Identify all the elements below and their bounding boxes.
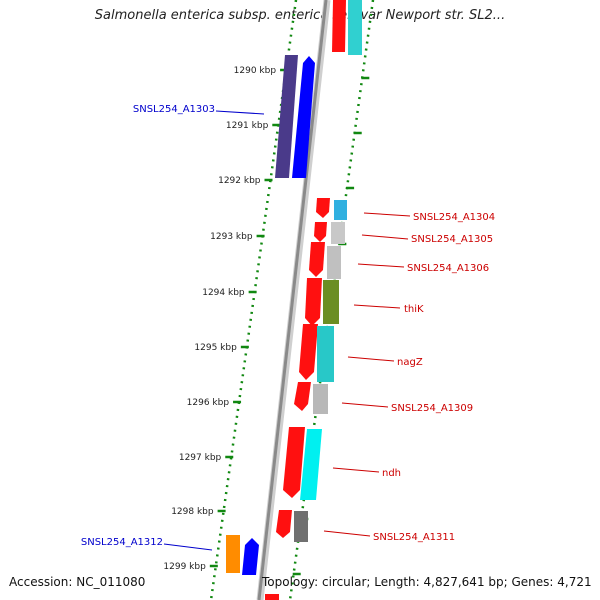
- accession-text: Accession: NC_011080: [9, 575, 146, 589]
- gene-SNSL254_A1306[interactable]: [309, 242, 325, 277]
- tick-label: 1298 kbp: [171, 507, 214, 517]
- gene-ndh-b[interactable]: [300, 429, 322, 500]
- gene-dark-block[interactable]: [275, 55, 298, 178]
- gene-nagZ-b[interactable]: [317, 326, 334, 382]
- gene-labels: SNSL254_A1303 SNSL254_A1312 SNSL254_A130…: [81, 104, 495, 548]
- label-connectors: [163, 110, 411, 551]
- gene-SNSL254_A1306-b[interactable]: [327, 246, 341, 279]
- gene-features: [226, 0, 362, 600]
- label-SNSL254_A1305[interactable]: SNSL254_A1305: [411, 234, 493, 245]
- gene-SNSL254_A1305[interactable]: [314, 222, 327, 242]
- tick-label: 1297 kbp: [179, 453, 222, 463]
- topology-summary-text: Topology: circular; Length: 4,827,641 bp…: [262, 575, 592, 589]
- tick-label: 1293 kbp: [210, 232, 253, 242]
- left-dotted-guide: [209, 0, 298, 600]
- gene-SNSL254_A1304-b[interactable]: [334, 200, 347, 220]
- gene-bottom-red[interactable]: [265, 594, 279, 600]
- gene-partial-top-red[interactable]: [332, 0, 346, 52]
- label-thiK[interactable]: thiK: [404, 304, 424, 315]
- map-title: Salmonella enterica subsp. enterica sero…: [94, 8, 506, 23]
- backbone-line: [257, 0, 328, 600]
- label-SNSL254_A1303[interactable]: SNSL254_A1303: [133, 104, 215, 115]
- label-nagZ[interactable]: nagZ: [397, 357, 423, 368]
- tick-label: 1295 kbp: [194, 343, 237, 353]
- label-SNSL254_A1312[interactable]: SNSL254_A1312: [81, 537, 163, 548]
- gene-SNSL254_A1304[interactable]: [316, 198, 330, 218]
- tick-label: 1299 kbp: [163, 562, 206, 572]
- gene-orange[interactable]: [226, 535, 240, 573]
- gene-SNSL254_A1312[interactable]: [242, 538, 259, 575]
- tick-label: 1296 kbp: [187, 398, 230, 408]
- label-SNSL254_A1306[interactable]: SNSL254_A1306: [407, 263, 489, 274]
- gene-SNSL254_A1303[interactable]: [292, 56, 315, 178]
- tick-label: 1291 kbp: [226, 121, 269, 131]
- tick-label: 1290 kbp: [234, 66, 277, 76]
- gene-SNSL254_A1309-b[interactable]: [313, 384, 328, 414]
- gene-ndh[interactable]: [283, 427, 305, 498]
- label-ndh[interactable]: ndh: [382, 468, 401, 479]
- tick-label: 1294 kbp: [202, 288, 245, 298]
- gene-thiK-b[interactable]: [323, 280, 339, 324]
- label-SNSL254_A1304[interactable]: SNSL254_A1304: [413, 212, 495, 223]
- label-SNSL254_A1309[interactable]: SNSL254_A1309: [391, 403, 473, 414]
- gene-SNSL254_A1309[interactable]: [294, 382, 311, 411]
- gene-thiK[interactable]: [305, 278, 322, 326]
- tick-label: 1292 kbp: [218, 176, 261, 186]
- gene-SNSL254_A1311[interactable]: [276, 510, 292, 538]
- gene-nagZ[interactable]: [299, 324, 318, 380]
- label-SNSL254_A1311[interactable]: SNSL254_A1311: [373, 532, 455, 543]
- gene-SNSL254_A1311-b[interactable]: [294, 511, 308, 542]
- gene-SNSL254_A1305-b[interactable]: [331, 222, 345, 244]
- gene-partial-top-cyan[interactable]: [348, 0, 362, 55]
